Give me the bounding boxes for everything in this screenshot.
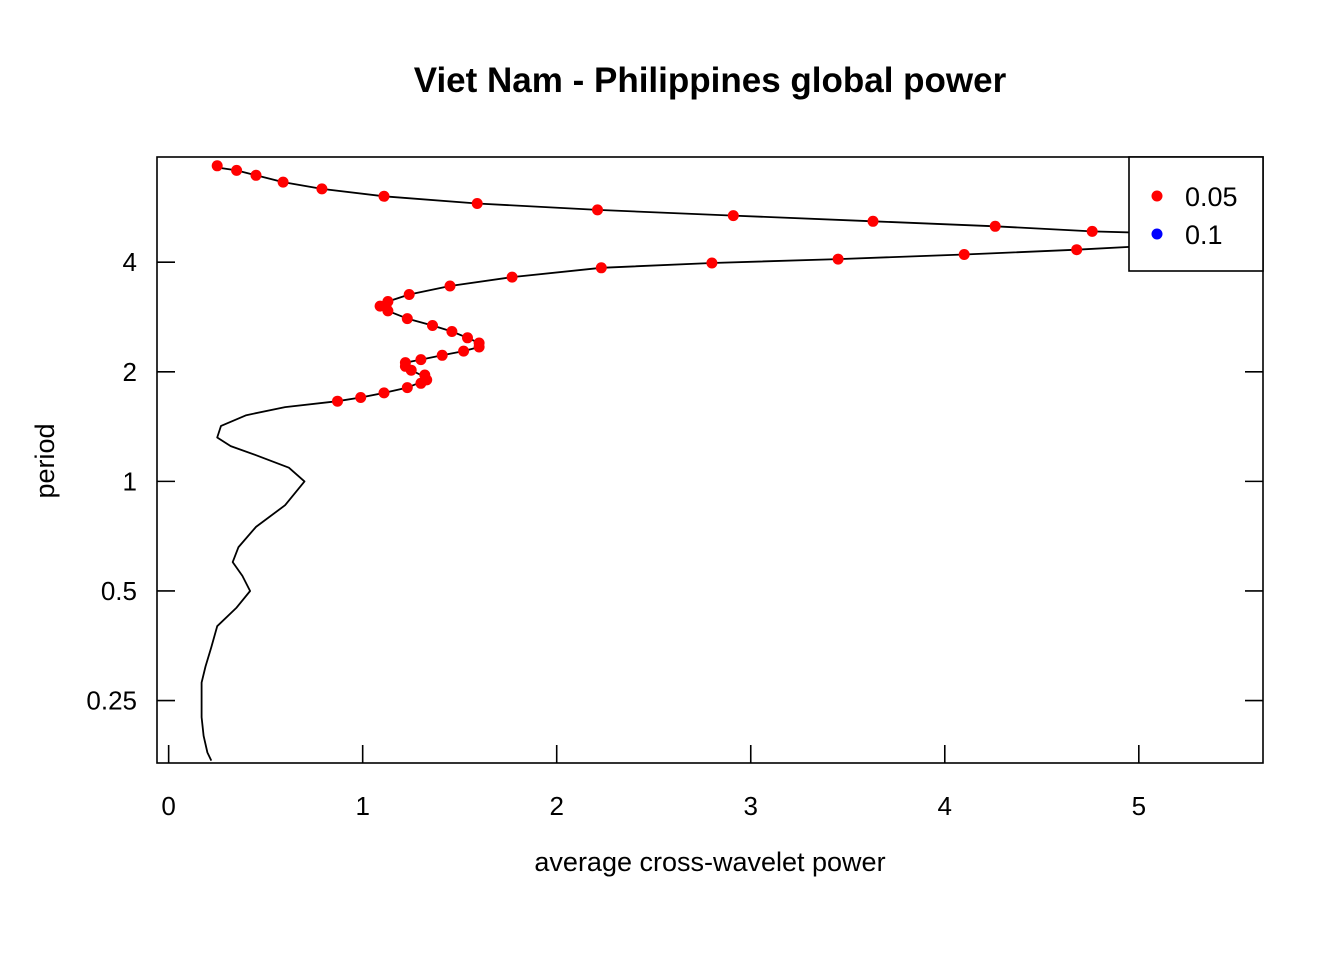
legend-label: 0.1 — [1185, 220, 1223, 250]
significance-point — [436, 349, 448, 361]
significance-point — [211, 160, 223, 172]
significance-point — [415, 377, 427, 389]
significance-point — [250, 169, 262, 181]
y-axis: 0.25 0.5 1 2 4 — [86, 247, 1263, 716]
significance-point — [1071, 244, 1083, 256]
significance-point — [231, 164, 243, 176]
significance-point — [1086, 225, 1098, 237]
significance-point — [382, 296, 394, 307]
significance-point — [446, 326, 458, 337]
significance-point — [415, 354, 427, 366]
x-axis: 0 1 2 3 4 5 — [161, 745, 1146, 821]
legend-label: 0.05 — [1185, 182, 1238, 212]
y-tick-label: 1 — [123, 466, 137, 496]
significance-point — [332, 395, 343, 407]
y-tick-label: 0.5 — [101, 576, 137, 606]
significance-point — [403, 289, 415, 300]
significance-point — [355, 392, 367, 403]
significance-point — [506, 271, 518, 283]
legend-box — [1128, 156, 1264, 272]
significance-point — [473, 337, 485, 349]
significance-point — [458, 345, 470, 357]
chart-title: Viet Nam - Philippines global power — [414, 61, 1007, 100]
x-tick-label: 1 — [355, 791, 369, 821]
x-tick-label: 3 — [744, 791, 758, 821]
plot-area — [200, 160, 1247, 761]
significance-point — [378, 387, 390, 399]
significance-point — [867, 215, 879, 227]
significance-point — [401, 313, 413, 325]
significance-point — [989, 220, 1001, 232]
significance-point — [592, 204, 603, 216]
y-tick-label: 4 — [123, 247, 137, 277]
significance-point — [444, 280, 456, 292]
y-axis-label: period — [30, 423, 60, 498]
significance-point — [462, 332, 473, 344]
x-axis-label: average cross-wavelet power — [534, 847, 885, 877]
legend-marker — [1151, 190, 1163, 202]
significance-point — [401, 382, 413, 394]
significance-point — [706, 257, 718, 269]
significance-point — [399, 357, 411, 369]
x-tick-label: 2 — [549, 791, 563, 821]
significance-point — [419, 369, 431, 381]
legend-marker — [1151, 228, 1163, 240]
y-tick-label: 0.25 — [86, 686, 137, 716]
significance-point — [471, 198, 483, 209]
significance-point — [316, 183, 328, 195]
significance-point — [277, 176, 289, 188]
significance-point — [378, 190, 390, 202]
x-tick-label: 4 — [938, 791, 952, 821]
y-tick-label: 2 — [123, 357, 137, 387]
significance-point — [427, 320, 438, 331]
significance-point — [958, 249, 970, 260]
significance-point — [832, 253, 844, 265]
legend: 0.05 0.1 — [1128, 156, 1264, 272]
significance-point — [595, 262, 607, 274]
x-tick-label: 5 — [1132, 791, 1146, 821]
x-tick-label: 0 — [161, 791, 175, 821]
significance-point — [727, 210, 739, 222]
plot-frame — [156, 156, 1264, 764]
